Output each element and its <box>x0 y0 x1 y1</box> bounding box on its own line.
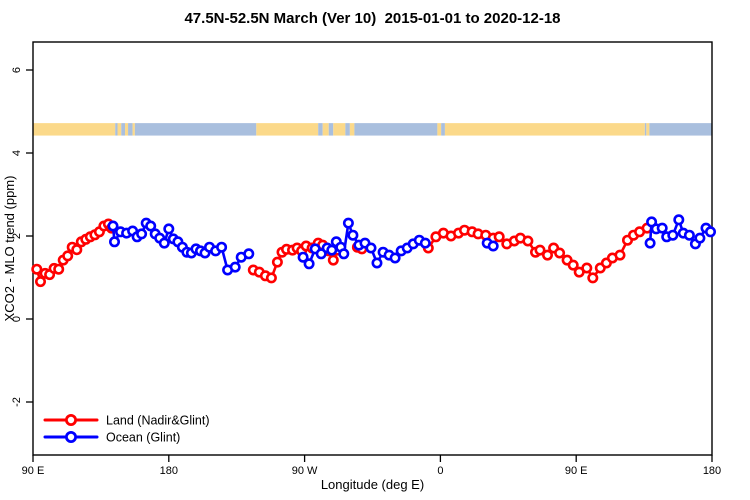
surface-band-segment-ocean <box>441 123 445 136</box>
ocean-data-point <box>389 252 401 264</box>
legend-sample-marker <box>65 413 78 426</box>
surface-band-segment-land <box>646 123 650 136</box>
data-series <box>31 214 716 288</box>
y-tick-label: 2 <box>11 233 23 239</box>
axes: 90 E 180 90 W 0 90 E 180 -2 0 2 4 6 <box>11 41 721 477</box>
ocean-data-point <box>243 248 255 260</box>
ocean-data-point <box>683 229 695 241</box>
y-tick-label: 0 <box>11 316 23 322</box>
land-data-point <box>327 254 339 266</box>
surface-band-segment-land <box>33 123 116 136</box>
land-data-point <box>541 249 553 261</box>
x-tick-label: 90 E <box>22 465 45 477</box>
ocean-data-point <box>109 236 121 248</box>
plot-box <box>32 41 713 456</box>
surface-band-segment-land <box>125 123 129 136</box>
ocean-data-point <box>656 222 668 234</box>
land-data-point <box>614 249 626 261</box>
surface-type-band <box>33 123 712 136</box>
ocean-data-point <box>419 237 431 249</box>
surface-band-segment-ocean <box>345 123 350 136</box>
ocean-data-point <box>163 223 175 235</box>
ocean-data-point <box>371 257 383 269</box>
surface-band-segment-land <box>117 123 122 136</box>
land-data-point <box>581 262 593 274</box>
legend: Land (Nadir&Glint) Ocean (Glint) <box>43 413 210 445</box>
ocean-data-point <box>365 242 377 254</box>
y-tick-label: 4 <box>11 150 23 156</box>
ocean-data-point <box>136 228 148 240</box>
surface-band-segment-land <box>333 123 346 136</box>
ocean-data-point <box>107 220 119 232</box>
land-data-point <box>493 231 505 243</box>
surface-band-segment-land <box>437 123 442 136</box>
surface-band-segment-ocean <box>644 123 647 136</box>
surface-band-segment-ocean <box>318 123 323 136</box>
x-tick-label: 180 <box>703 465 721 477</box>
ocean-data-point <box>297 251 309 263</box>
legend-item-label: Ocean (Glint) <box>106 431 180 445</box>
ocean-data-point <box>487 240 499 252</box>
surface-band-segment-ocean <box>121 123 126 136</box>
ocean-data-point <box>158 237 170 249</box>
land-data-point <box>587 272 599 284</box>
surface-band-segment-ocean <box>649 123 712 136</box>
land-data-point <box>522 235 534 247</box>
ocean-data-point <box>704 226 716 238</box>
land-data-point <box>271 256 283 268</box>
land-data-point <box>34 276 46 288</box>
land-data-point <box>71 244 83 256</box>
ocean-data-point <box>145 220 157 232</box>
ocean-data-point <box>644 237 656 249</box>
ocean-data-point <box>338 248 350 260</box>
surface-band-segment-ocean <box>115 123 118 136</box>
surface-band-segment-land <box>256 123 319 136</box>
land-data-point <box>31 263 43 275</box>
surface-band-segment-land <box>349 123 355 136</box>
surface-band-segment-land <box>322 123 329 136</box>
ocean-data-point <box>303 258 315 270</box>
x-axis-title: Longitude (deg E) <box>321 477 424 492</box>
ocean-data-point <box>667 229 679 241</box>
surface-band-segment-land <box>444 123 645 136</box>
x-tick-label: 0 <box>437 465 443 477</box>
surface-band-segment-ocean <box>354 123 438 136</box>
x-tick-label: 180 <box>160 465 178 477</box>
x-tick-label: 90 W <box>292 465 318 477</box>
y-axis-title: XCO2 - MLO trend (ppm) <box>2 176 17 322</box>
surface-band-segment-land <box>132 123 135 136</box>
land-data-point <box>567 259 579 271</box>
surface-band-segment-ocean <box>328 123 334 136</box>
land-data-point <box>554 247 566 259</box>
ocean-data-point <box>694 232 706 244</box>
page-title: 47.5N-52.5N March (Ver 10) 2015-01-01 to… <box>184 10 560 27</box>
land-data-point <box>265 272 277 284</box>
ocean-data-point <box>229 261 241 273</box>
legend-item-label: Land (Nadir&Glint) <box>106 414 210 428</box>
y-tick-label: 6 <box>11 67 23 73</box>
land-data-point <box>534 244 546 256</box>
y-tick-label: -2 <box>11 397 23 407</box>
x-tick-label: 90 E <box>565 465 588 477</box>
ocean-data-point <box>326 244 338 256</box>
ocean-data-point <box>673 214 685 226</box>
ocean-data-point <box>347 229 359 241</box>
ocean-data-point <box>216 241 228 253</box>
surface-band-segment-ocean <box>134 123 257 136</box>
legend-sample-marker <box>65 430 78 443</box>
land-data-point <box>53 263 65 275</box>
surface-band-segment-ocean <box>128 123 133 136</box>
land-data-point <box>62 250 74 262</box>
ocean-data-point <box>342 217 354 229</box>
